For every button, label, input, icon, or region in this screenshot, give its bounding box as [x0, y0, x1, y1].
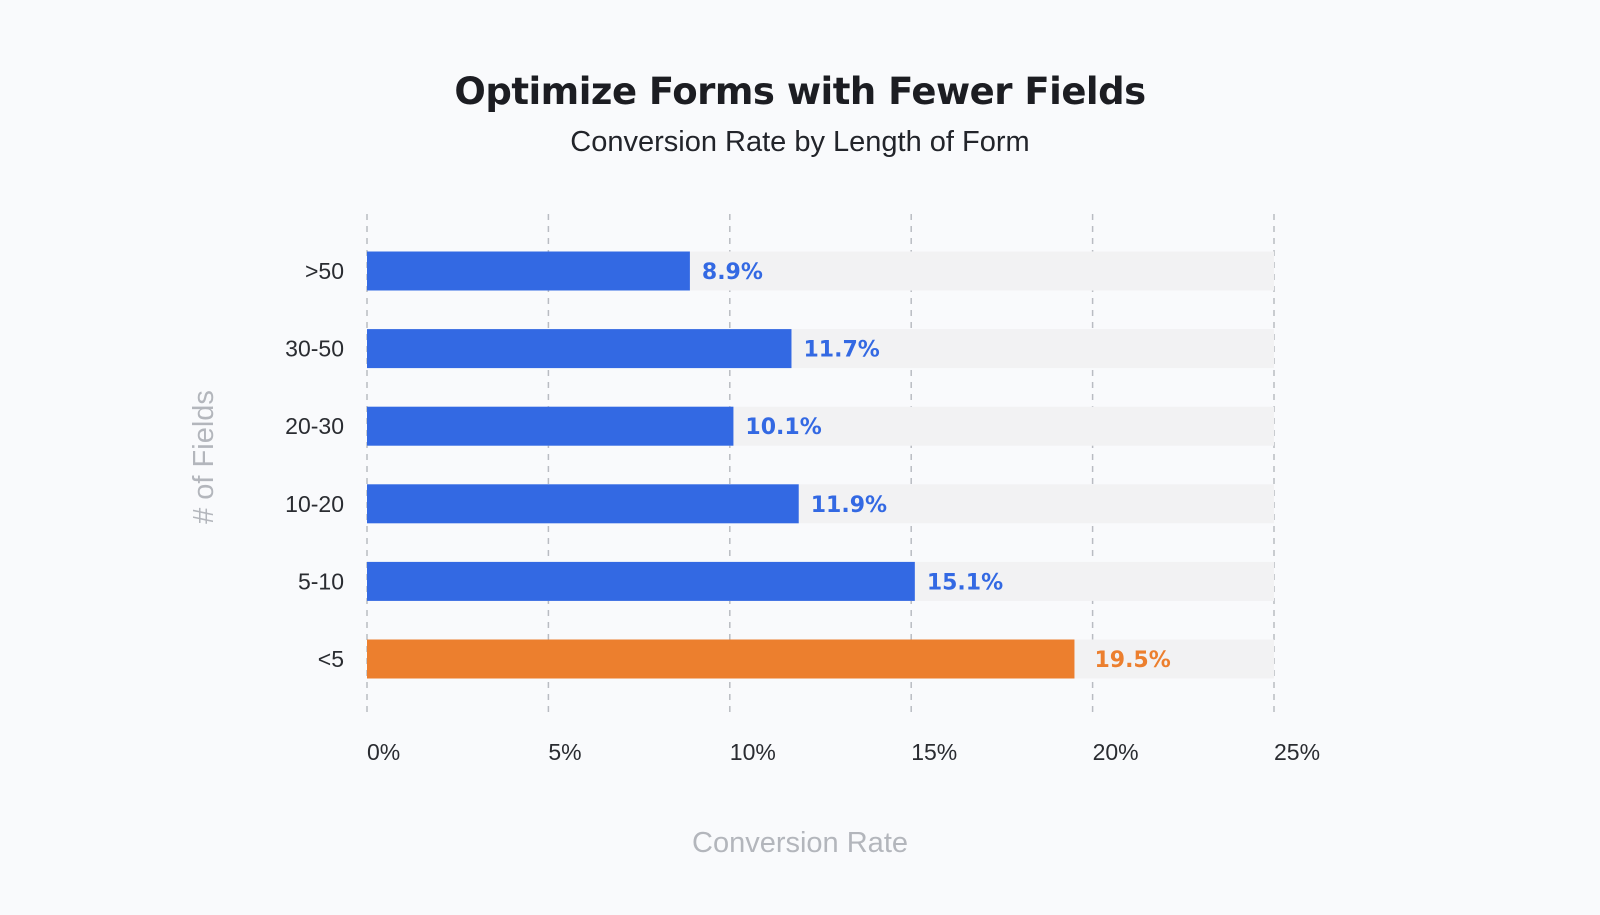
- bar-tracks: [367, 251, 1274, 679]
- y-axis-title: # of Fields: [188, 390, 220, 524]
- chart-title: Optimize Forms with Fewer Fields: [454, 70, 1146, 113]
- x-tick-label: 0%: [367, 739, 400, 765]
- bar-4: [367, 484, 799, 524]
- value-label: 8.9%: [702, 260, 763, 285]
- x-tick-label: 10%: [730, 739, 776, 765]
- x-axis-title: Conversion Rate: [692, 827, 908, 859]
- category-label: <5: [318, 646, 344, 672]
- value-label: 15.1%: [927, 570, 1003, 595]
- value-label: 10.1%: [745, 415, 821, 440]
- category-label: 5-10: [298, 568, 344, 594]
- bar-1: [367, 251, 690, 291]
- category-label: 20-30: [285, 413, 344, 439]
- value-label: 11.9%: [811, 493, 887, 518]
- bar-3: [367, 406, 734, 446]
- category-label: 10-20: [285, 491, 344, 517]
- x-tick-label: 20%: [1093, 739, 1139, 765]
- bar-5: [367, 561, 915, 601]
- chart-subtitle: Conversion Rate by Length of Form: [570, 126, 1030, 158]
- value-label: 19.5%: [1094, 648, 1170, 673]
- bar-6: [367, 639, 1075, 679]
- x-tick-label: 25%: [1274, 739, 1320, 765]
- category-label: 30-50: [285, 336, 344, 362]
- bars: [367, 251, 1075, 679]
- labels: 0% 5% 10% 15% 20% 25% >50 8.9% 30-50 11.7% 20-30 10…: [285, 258, 1320, 765]
- x-tick-label: 15%: [911, 739, 957, 765]
- bar-2: [367, 329, 792, 369]
- x-tick-label: 5%: [548, 739, 581, 765]
- category-label: >50: [305, 258, 344, 284]
- value-label: 11.7%: [803, 338, 879, 363]
